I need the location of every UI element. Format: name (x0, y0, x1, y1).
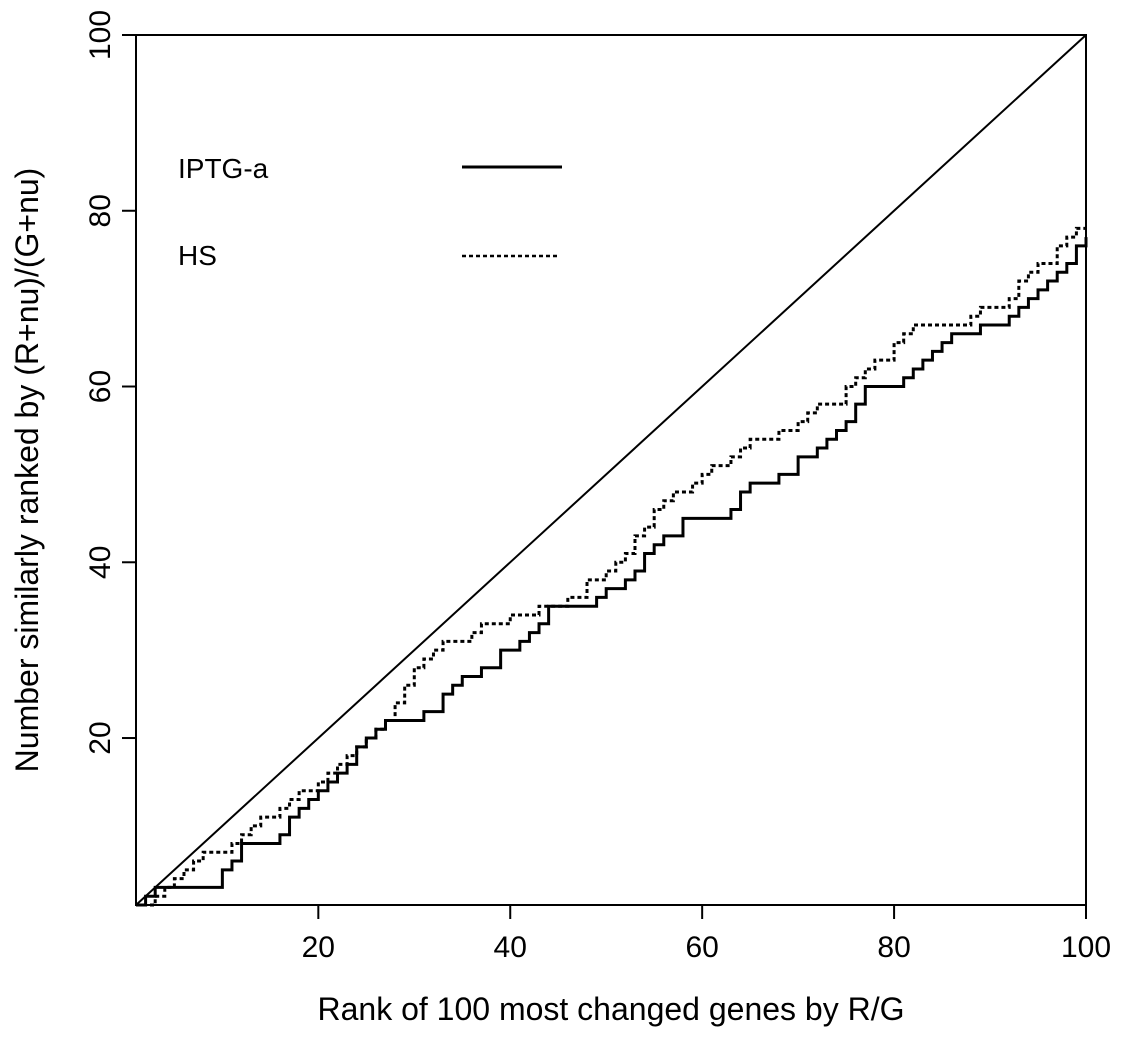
y-tick-label: 60 (84, 370, 117, 403)
x-tick-label: 40 (494, 931, 527, 964)
y-axis: 20 40 60 80 100 (84, 10, 136, 755)
x-axis-label: Rank of 100 most changed genes by R/G (317, 991, 904, 1027)
x-tick-label: 100 (1061, 931, 1111, 964)
y-axis-label: Number similarly ranked by (R+nu)/(G+nu) (9, 168, 45, 773)
legend-label-iptg-a: IPTG-a (178, 153, 269, 184)
y-tick-label: 20 (84, 721, 117, 754)
x-tick-label: 80 (877, 931, 910, 964)
legend: IPTG-a HS (178, 153, 562, 271)
identity-line (135, 34, 1087, 906)
x-tick-label: 20 (302, 931, 335, 964)
x-tick-label: 60 (685, 931, 718, 964)
x-axis: 20 40 60 80 100 (302, 905, 1111, 964)
series-layer (136, 226, 1088, 907)
y-tick-label: 80 (84, 194, 117, 227)
plot-frame (135, 34, 1087, 906)
series-line-hs (136, 226, 1086, 907)
y-tick-label: 100 (84, 10, 117, 60)
y-tick-label: 40 (84, 546, 117, 579)
legend-label-hs: HS (178, 240, 217, 271)
